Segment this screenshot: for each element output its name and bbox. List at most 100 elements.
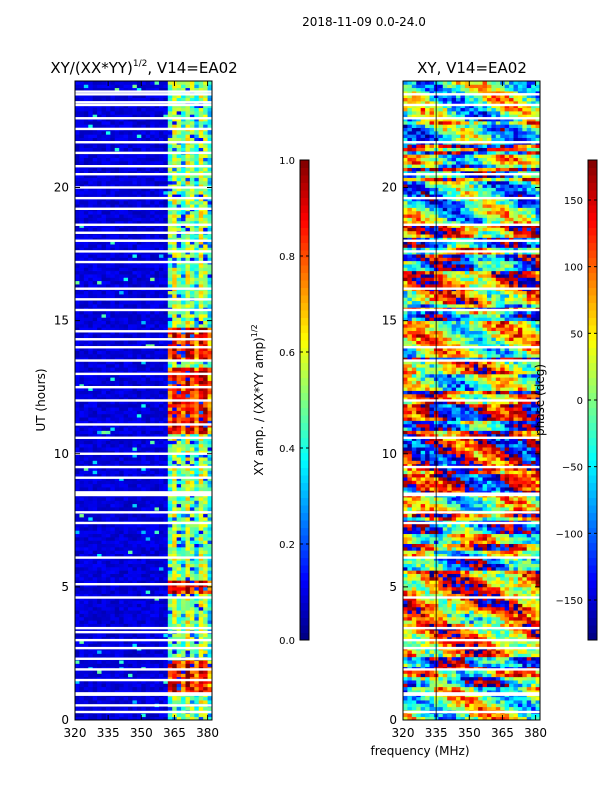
- heatmap-cell: [124, 414, 129, 418]
- heatmap-cell: [163, 633, 168, 637]
- heatmap-cell: [177, 364, 182, 368]
- heatmap-cell: [97, 614, 102, 618]
- heatmap-cell: [97, 663, 102, 667]
- heatmap-cell: [88, 264, 93, 268]
- heatmap-cell: [84, 707, 89, 711]
- heatmap-cell: [190, 317, 195, 321]
- heatmap-cell: [137, 284, 142, 288]
- heatmap-cell: [88, 460, 93, 464]
- heatmap-cell: [88, 517, 93, 521]
- heatmap-cell: [185, 650, 190, 654]
- heatmap-cell: [75, 514, 80, 518]
- heatmap-cell: [88, 587, 93, 591]
- heatmap-cell: [159, 257, 164, 261]
- heatmap-cell: [168, 457, 173, 461]
- heatmap-cell: [102, 610, 107, 614]
- heatmap-cell: [93, 564, 98, 568]
- heatmap-cell: [155, 517, 160, 521]
- heatmap-cell: [119, 567, 124, 571]
- heatmap-cell: [181, 673, 186, 677]
- heatmap-cell: [150, 430, 155, 434]
- heatmap-cell: [128, 381, 133, 385]
- heatmap-cell: [106, 604, 111, 608]
- heatmap-cell: [119, 687, 124, 691]
- heatmap-cell: [75, 587, 80, 591]
- heatmap-cell: [185, 341, 190, 345]
- heatmap-cell: [172, 567, 177, 571]
- heatmap-cell: [132, 377, 137, 381]
- heatmap-cell: [106, 670, 111, 674]
- heatmap-cell: [132, 430, 137, 434]
- heatmap-cell: [194, 610, 199, 614]
- heatmap-cell: [185, 457, 190, 461]
- heatmap-cell: [102, 480, 107, 484]
- heatmap-cell: [159, 670, 164, 674]
- heatmap-cell: [199, 440, 204, 444]
- heatmap-cell: [190, 610, 195, 614]
- heatmap-cell: [172, 673, 177, 677]
- heatmap-cell: [185, 577, 190, 581]
- heatmap-cell: [155, 414, 160, 418]
- heatmap-cell: [75, 544, 80, 548]
- heatmap-cell: [194, 697, 199, 701]
- heatmap-cell: [102, 600, 107, 604]
- heatmap-cell: [115, 201, 120, 205]
- heatmap-cell: [97, 564, 102, 568]
- heatmap-cell: [88, 214, 93, 218]
- heatmap-cell: [150, 281, 155, 285]
- heatmap-cell: [177, 264, 182, 268]
- heatmap-cell: [124, 334, 129, 338]
- heatmap-cell: [181, 700, 186, 704]
- heatmap-cell: [141, 547, 146, 551]
- heatmap-cell: [102, 377, 107, 381]
- heatmap-cell: [185, 590, 190, 594]
- heatmap-cell: [199, 227, 204, 231]
- heatmap-cell: [119, 480, 124, 484]
- heatmap-cell: [88, 484, 93, 488]
- heatmap-cell: [141, 707, 146, 711]
- heatmap-cell: [163, 317, 168, 321]
- heatmap-cell: [97, 534, 102, 538]
- heatmap-cell: [190, 537, 195, 541]
- heatmap-cell: [119, 663, 124, 667]
- heatmap-cell: [115, 697, 120, 701]
- heatmap-cell: [150, 587, 155, 591]
- heatmap-cell: [150, 351, 155, 355]
- heatmap-cell: [150, 663, 155, 667]
- heatmap-cell: [168, 234, 173, 238]
- heatmap-cell: [75, 314, 80, 318]
- heatmap-cell: [132, 404, 137, 408]
- heatmap-cell: [102, 314, 107, 318]
- heatmap-cell: [119, 653, 124, 657]
- heatmap-cell: [97, 214, 102, 218]
- heatmap-cell: [141, 264, 146, 268]
- heatmap-cell: [150, 540, 155, 544]
- heatmap-cell: [88, 500, 93, 504]
- heatmap-cell: [185, 394, 190, 398]
- heatmap-cell: [132, 700, 137, 704]
- heatmap-cell: [199, 653, 204, 657]
- heatmap-cell: [194, 267, 199, 271]
- heatmap-cell: [115, 673, 120, 677]
- heatmap-cell: [163, 570, 168, 574]
- heatmap-cell: [102, 381, 107, 385]
- heatmap-cell: [163, 314, 168, 318]
- heatmap-cell: [115, 504, 120, 508]
- heatmap-cell: [115, 590, 120, 594]
- heatmap-cell: [177, 201, 182, 205]
- heatmap-cell: [203, 673, 208, 677]
- heatmap-cell: [97, 530, 102, 534]
- heatmap-cell: [163, 514, 168, 518]
- heatmap-cell: [75, 537, 80, 541]
- heatmap-cell: [199, 284, 204, 288]
- heatmap-cell: [194, 673, 199, 677]
- heatmap-cell: [190, 487, 195, 491]
- heatmap-cell: [168, 600, 173, 604]
- heatmap-cell: [75, 564, 80, 568]
- heatmap-cell: [132, 444, 137, 448]
- heatmap-cell: [163, 617, 168, 621]
- heatmap-cell: [172, 277, 177, 281]
- heatmap-cell: [181, 364, 186, 368]
- heatmap-cell: [177, 530, 182, 534]
- heatmap-cell: [155, 324, 160, 328]
